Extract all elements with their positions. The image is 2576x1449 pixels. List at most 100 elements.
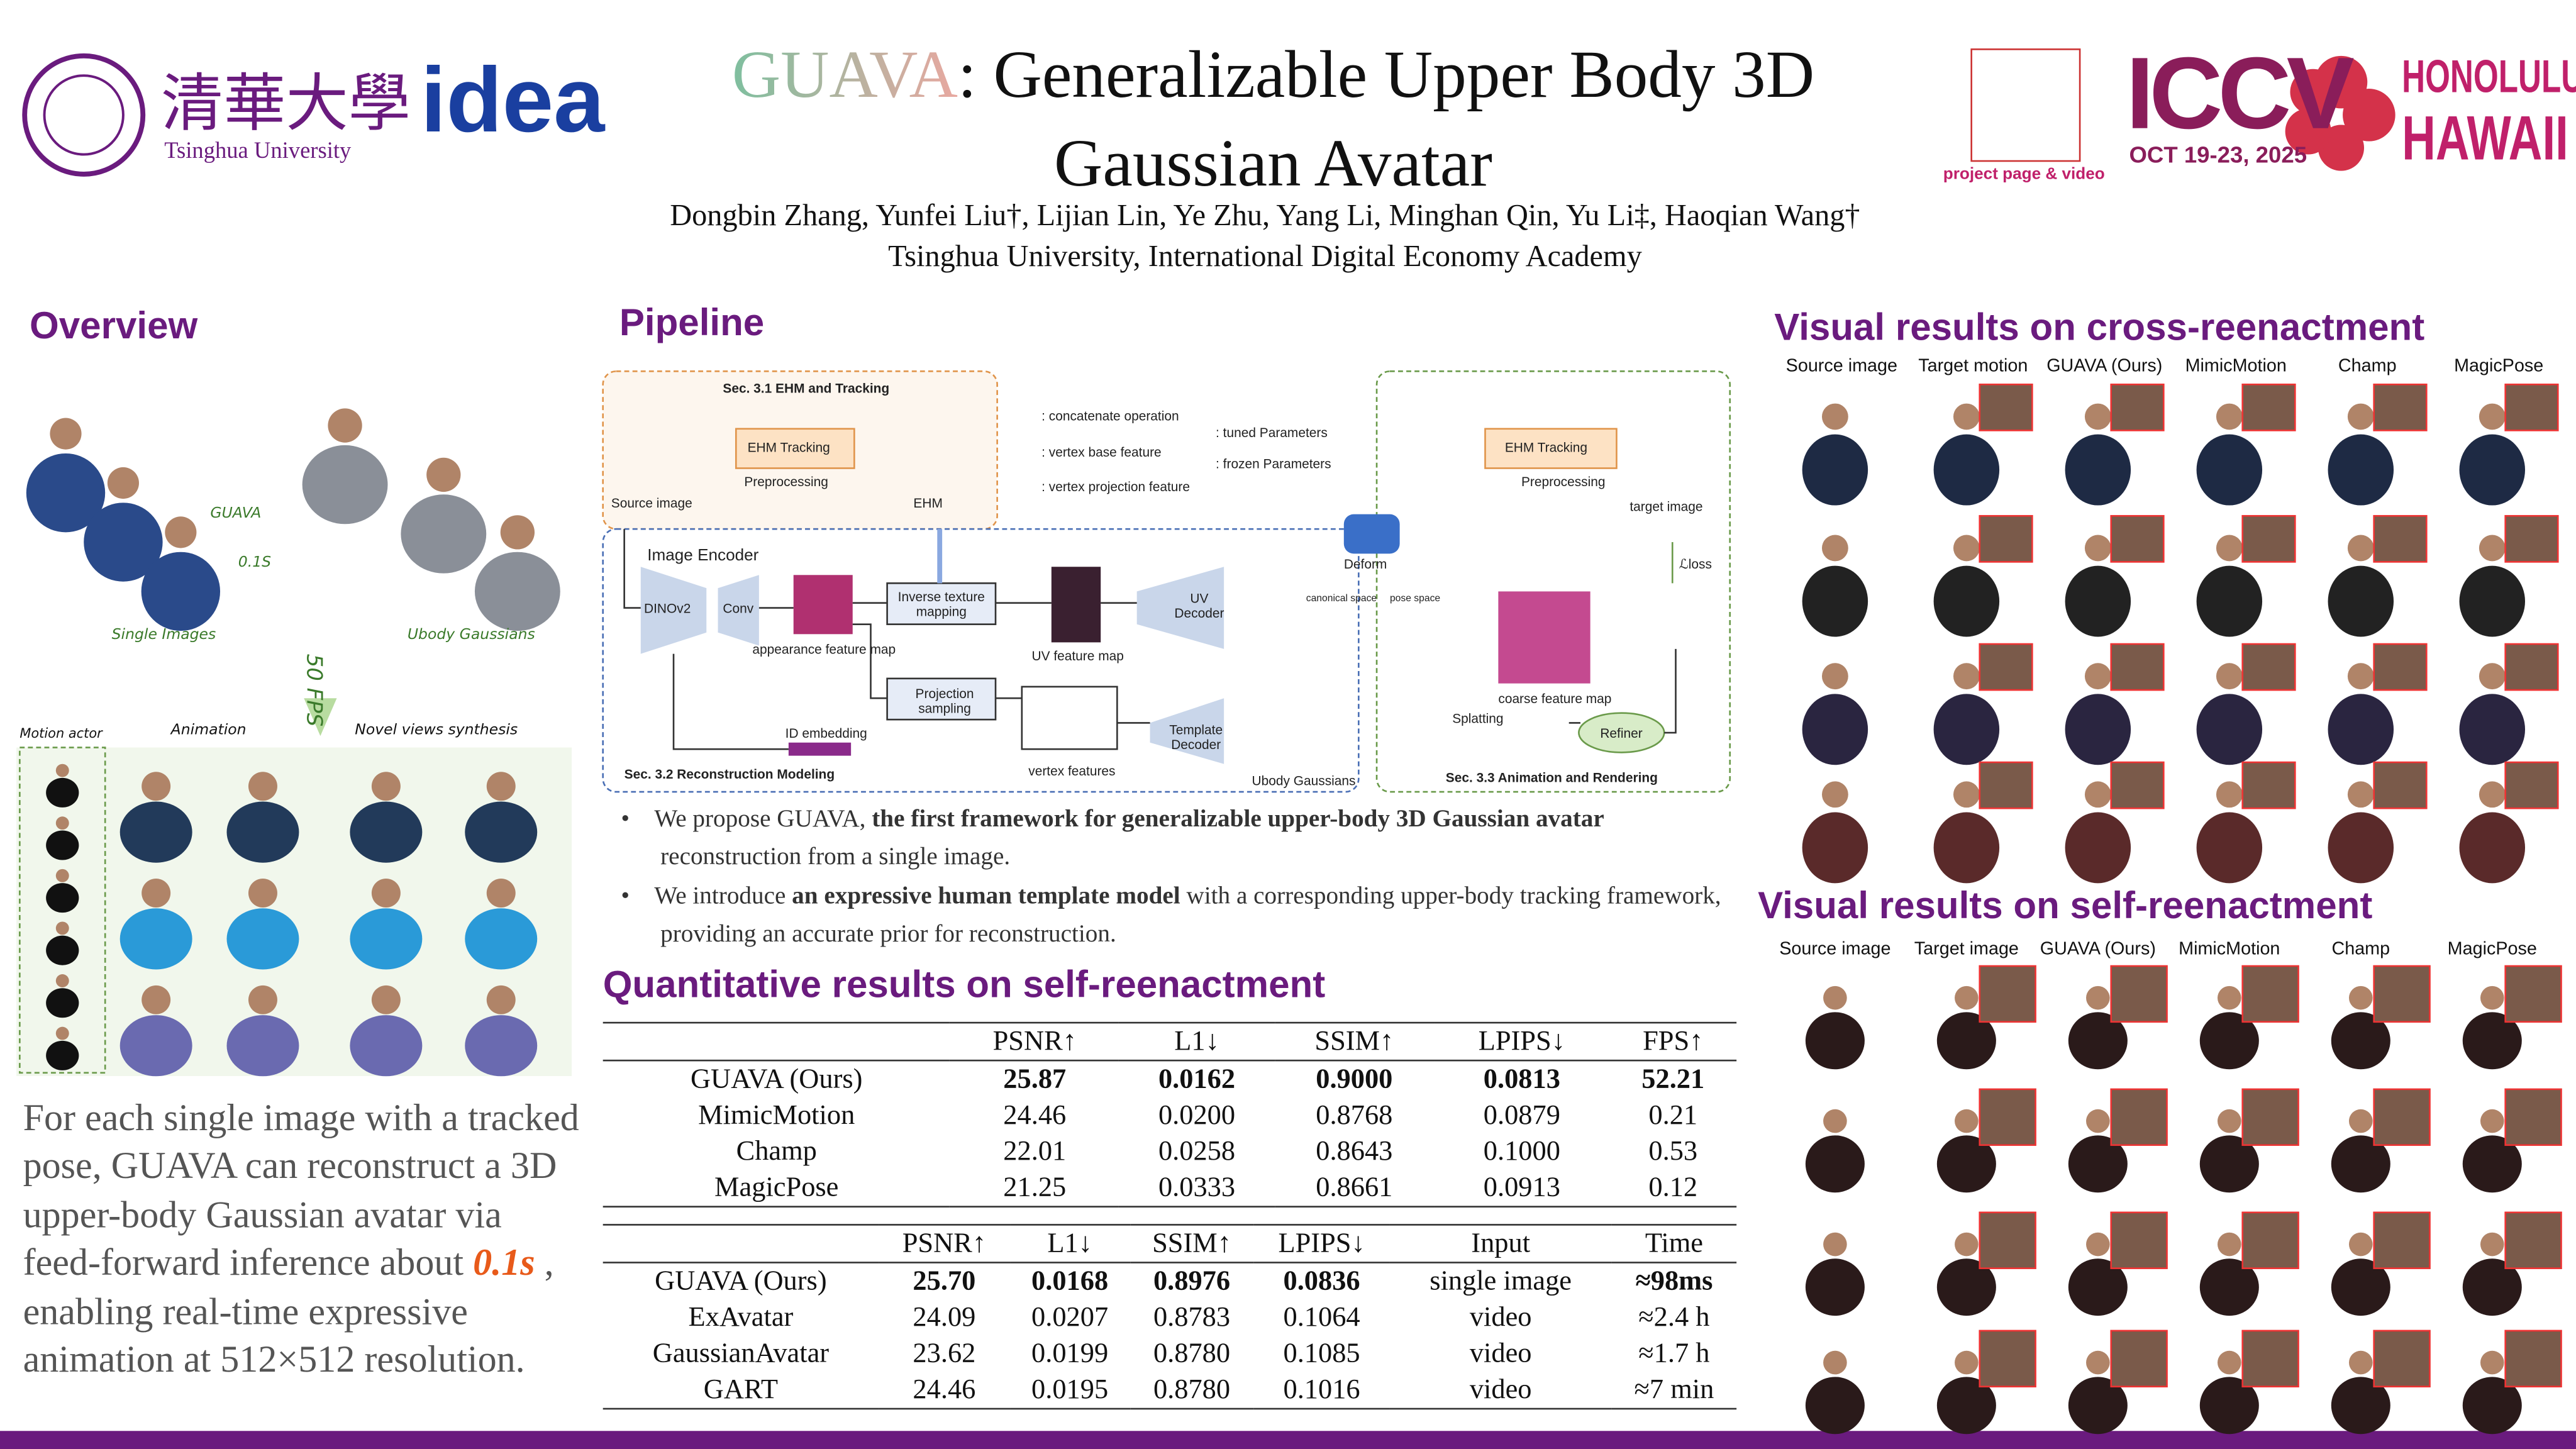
fps-arrow: [304, 698, 337, 736]
pipeline-label: Inverse texture mapping: [897, 589, 985, 619]
person-photo: [119, 772, 192, 863]
body: [1936, 1258, 1996, 1316]
body: [1936, 1135, 1996, 1193]
cell: 0.8768: [1316, 1099, 1393, 1131]
inset-box: [2110, 761, 2165, 809]
self-heading: Visual results on self-reenactment: [1758, 884, 2373, 927]
pipeline-label: appearance feature map: [752, 642, 896, 657]
sec2-box: [602, 528, 1360, 793]
body: [2196, 812, 2263, 884]
head: [2216, 781, 2243, 808]
cell: 25.70: [913, 1265, 976, 1297]
pipeline-label: Preprocessing: [1521, 474, 1606, 490]
person-photo: [46, 816, 79, 860]
person-photo: [2199, 1232, 2259, 1316]
text: We propose GUAVA,: [654, 806, 872, 833]
body: [2196, 565, 2263, 637]
person-photo: [2199, 985, 2259, 1070]
person-photo: [141, 516, 221, 631]
inset-box: [2504, 383, 2559, 431]
head: [328, 408, 362, 443]
pipeline-label: : frozen Parameters: [1216, 457, 1331, 472]
body: [1802, 812, 1868, 884]
body: [119, 908, 192, 970]
person-photo: [2331, 1232, 2390, 1316]
cell: 0.0813: [1483, 1063, 1560, 1094]
cell: 0.0879: [1483, 1099, 1560, 1131]
cell: ≈1.7 h: [1638, 1337, 1710, 1369]
head: [1821, 781, 1848, 808]
head: [107, 467, 139, 499]
column-label: MimicMotion: [2179, 940, 2280, 960]
person-photo: [2459, 663, 2526, 765]
person-photo: [1802, 535, 1868, 637]
body: [1802, 434, 1868, 506]
cross-heading: Visual results on cross-reenactment: [1774, 305, 2425, 348]
header-row: PSNR↑ L1↓ SSIM↑ LPIPS↓ FPS↑: [603, 1023, 1736, 1060]
pipeline-label: Splatting: [1452, 711, 1504, 726]
person-photo: [401, 457, 487, 574]
head: [2480, 985, 2504, 1010]
body: [119, 801, 192, 863]
cell: GUAVA (Ours): [655, 1265, 827, 1297]
pipeline-label: Sec. 3.3 Animation and Rendering: [1445, 770, 1658, 786]
body: [2068, 1135, 2128, 1193]
inset-box: [2241, 514, 2296, 563]
inset-box: [1979, 1088, 2036, 1146]
person-photo: [2462, 1350, 2522, 1435]
column-label: Source image: [1779, 940, 1891, 960]
person-photo: [2328, 403, 2394, 506]
uv-decoder: [1136, 567, 1224, 649]
pipeline-label: vertex features: [1028, 763, 1116, 779]
inset-box: [2504, 965, 2562, 1023]
pipeline-label: ID embedding: [785, 726, 867, 741]
person-photo: [1933, 663, 2000, 765]
title-rest: : Generalizable Upper Body 3D Gaussian A…: [957, 36, 1815, 201]
person-photo: [2196, 535, 2263, 637]
pipeline-label: UV Decoder: [1174, 591, 1224, 621]
person-photo: [2331, 1350, 2390, 1435]
column-label: Champ: [2331, 940, 2390, 960]
body: [474, 552, 560, 631]
head: [486, 879, 516, 908]
authors: Dongbin Zhang, Yunfei Liu†, Lijian Lin, …: [670, 200, 1860, 233]
body: [465, 1015, 538, 1077]
body: [2068, 1258, 2128, 1316]
body: [1805, 1377, 1865, 1435]
qr-caption: project page & video: [1943, 165, 2105, 184]
person-photo: [465, 985, 538, 1077]
person-photo: [46, 974, 79, 1018]
body: [2199, 1135, 2259, 1193]
overview-heading: Overview: [30, 304, 198, 347]
pipeline-label: EHM Tracking: [1504, 440, 1588, 455]
person-photo: [84, 467, 163, 582]
conference: ICCV: [2126, 38, 2354, 152]
row: ExAvatar 24.09 0.0207 0.8783 0.1064 video ≈2.4…: [603, 1299, 1736, 1335]
body: [141, 552, 221, 631]
appearance-map: [793, 575, 853, 635]
row: MimicMotion 24.46 0.0200 0.8768 0.0879 0.21: [603, 1097, 1736, 1133]
inset-box: [2241, 965, 2299, 1023]
motion-actor: Motion actor: [19, 726, 103, 741]
animation-label: Animation: [170, 723, 247, 740]
head: [2218, 1232, 2241, 1257]
pipeline-heading: Pipeline: [619, 301, 765, 343]
column-label: GUAVA (Ours): [2040, 940, 2156, 960]
body: [2462, 1012, 2522, 1070]
body: [302, 445, 388, 525]
body: [1936, 1012, 1996, 1070]
inset-box: [2110, 965, 2168, 1023]
head: [1953, 663, 1980, 690]
head: [1821, 535, 1848, 562]
single-images: Single Images: [111, 627, 216, 645]
id-embedding: [788, 742, 852, 756]
table: PSNR↑ L1↓ SSIM↑ LPIPS↓ FPS↑ GUAVA (Ours) 25.87…: [602, 1021, 1737, 1208]
cell: 0.1016: [1283, 1373, 1360, 1405]
state: HAWAII: [2402, 105, 2568, 174]
column-label: MimicMotion: [2185, 356, 2287, 377]
head: [2084, 663, 2111, 690]
inset-box: [2373, 383, 2428, 431]
pipeline-label: UV feature map: [1031, 648, 1124, 664]
head: [500, 515, 535, 550]
